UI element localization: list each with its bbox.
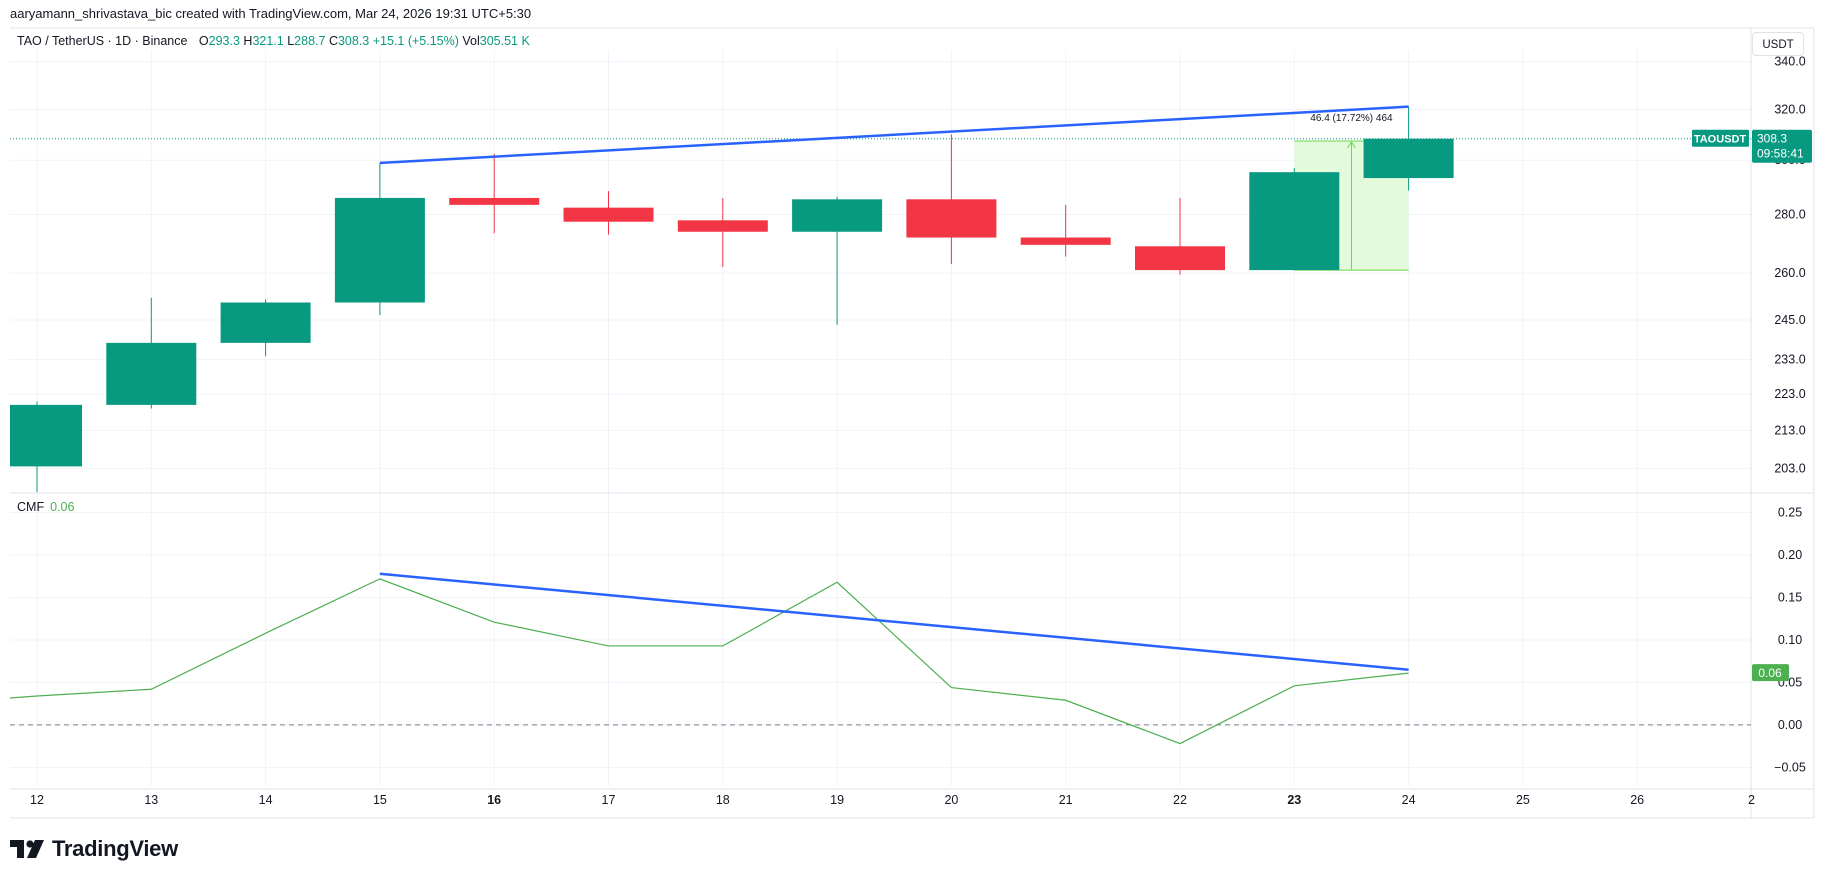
time-axis-label: 13	[144, 793, 158, 807]
cmf-axis-label: 0.10	[1778, 633, 1802, 647]
tradingview-logo[interactable]: TradingView	[10, 836, 178, 862]
cmf-legend-value: 0.06	[50, 500, 75, 514]
cmf-axis-label: 0.15	[1778, 591, 1802, 605]
price-axis-label: 280.0	[1774, 208, 1805, 222]
candle-body[interactable]	[1135, 246, 1225, 271]
candle-body[interactable]	[334, 197, 425, 303]
low-label: L	[287, 34, 295, 48]
chart-frame	[10, 27, 1815, 819]
symbol-name[interactable]: TAO / TetherUS · 1D · Binance	[17, 34, 188, 48]
time-axis-label: 18	[716, 793, 730, 807]
cmf-trendline[interactable]	[379, 572, 1409, 671]
time-axis-label: 19	[830, 793, 844, 807]
cmf-last-value: 0.06	[1758, 666, 1782, 680]
cmf-axis-label: 0.25	[1778, 506, 1802, 520]
candle-body[interactable]	[677, 220, 768, 232]
cmf-pane[interactable]	[0, 572, 1751, 745]
time-axis-label: 25	[1516, 793, 1530, 807]
volume-value: 305.51 K	[479, 34, 530, 48]
price-axis-label: 203.0	[1774, 461, 1805, 475]
time-axis-label: 24	[1402, 793, 1416, 807]
candle-body[interactable]	[449, 197, 540, 205]
time-axis[interactable]: 12 13 14 15 16 17 18 19 20 21 22 23 24 25 26 2	[30, 793, 1755, 807]
last-price-value: 308.3	[1757, 132, 1787, 146]
time-axis-label: 12	[30, 793, 44, 807]
cmf-line[interactable]	[0, 578, 1409, 745]
candle-body[interactable]	[0, 404, 82, 467]
time-axis-label: 2	[1748, 793, 1755, 807]
change-value: +15.1 (+5.15%)	[372, 34, 459, 48]
price-axis-label: 223.0	[1774, 387, 1805, 401]
price-axis-label: 320.0	[1774, 102, 1805, 116]
symbol-price-tag	[1692, 129, 1749, 147]
candle-body[interactable]	[792, 199, 883, 232]
open-label: O	[198, 34, 209, 48]
time-axis-label: 14	[259, 793, 273, 807]
candle-body[interactable]	[1020, 237, 1111, 245]
cmf-axis-label: 0.00	[1778, 718, 1802, 732]
grid-lines	[10, 50, 1751, 786]
cmf-axis[interactable]: 0.250.200.150.100.050.00−0.050.06	[1752, 506, 1806, 775]
last-price-tag	[1752, 129, 1812, 163]
low-value: 288.7	[294, 34, 326, 48]
tradingview-logo-icon	[10, 840, 44, 858]
candle-body[interactable]	[563, 207, 654, 222]
price-axis[interactable]: 340.0320.0300.0280.0260.0245.0233.0223.0…	[1692, 55, 1812, 476]
high-label: H	[243, 34, 253, 48]
price-range-label: 46.4 (17.72%) 464	[1310, 113, 1393, 124]
symbol-legend[interactable]: TAO / TetherUS · 1D · Binance O293.3 H32…	[17, 34, 530, 48]
currency-button[interactable]: USDT	[1752, 32, 1804, 56]
price-axis-label: 233.0	[1774, 353, 1805, 367]
time-axis-label: 17	[602, 793, 616, 807]
time-axis-label: 15	[373, 793, 387, 807]
volume-label: Vol	[462, 34, 480, 48]
candle-body[interactable]	[906, 199, 997, 238]
cmf-name[interactable]: CMF	[17, 500, 45, 514]
price-axis-label: 340.0	[1774, 55, 1805, 69]
price-range-arrow-head	[1347, 141, 1356, 149]
price-trendline[interactable]	[379, 105, 1409, 165]
candle-body[interactable]	[1249, 172, 1340, 271]
price-pane[interactable]	[0, 106, 1751, 492]
candle-body[interactable]	[106, 342, 197, 405]
time-axis-label: 16	[487, 793, 501, 807]
last-price-countdown: 09:58:41	[1757, 147, 1804, 161]
price-axis-label: 245.0	[1774, 313, 1805, 327]
time-axis-label: 20	[944, 793, 958, 807]
candle-body[interactable]	[220, 302, 311, 343]
open-value: 293.3	[208, 34, 240, 48]
cmf-legend[interactable]: CMF 0.06	[17, 500, 74, 514]
time-axis-label: 21	[1059, 793, 1073, 807]
time-axis-label: 26	[1630, 793, 1644, 807]
cmf-last-value-tag	[1752, 664, 1789, 682]
chart-caption: aaryamann_shrivastava_bic created with T…	[10, 6, 532, 21]
cmf-axis-label: 0.20	[1778, 548, 1802, 562]
time-axis-label: 22	[1173, 793, 1187, 807]
price-axis-label: 260.0	[1774, 266, 1805, 280]
time-axis-label: 23	[1287, 793, 1301, 807]
cmf-axis-label: −0.05	[1774, 760, 1806, 774]
close-value: 308.3	[337, 34, 370, 48]
tradingview-logo-text: TradingView	[52, 836, 178, 861]
price-axis-label: 213.0	[1774, 423, 1805, 437]
candle-body[interactable]	[1363, 138, 1454, 179]
high-value: 321.1	[252, 34, 284, 48]
close-label: C	[328, 34, 338, 48]
symbol-price-tag-label: TAOUSDT	[1694, 134, 1747, 146]
